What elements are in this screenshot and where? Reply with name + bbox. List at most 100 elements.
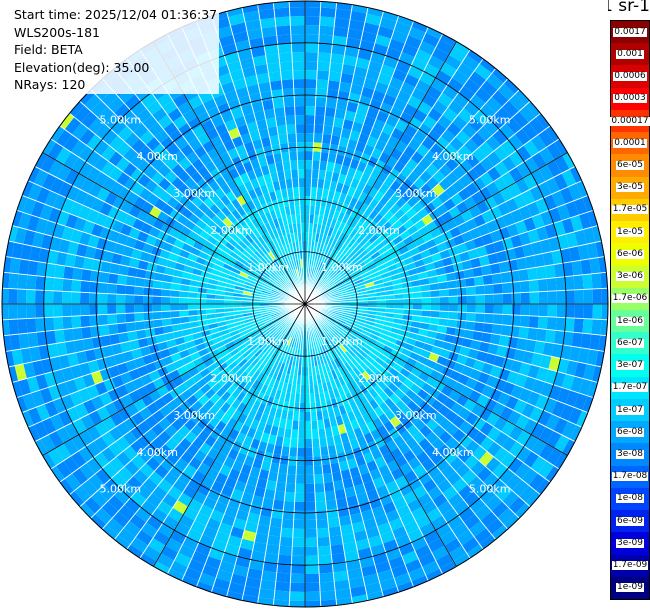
range-bin: [537, 278, 548, 292]
range-bin: [319, 288, 328, 295]
range-bin: [559, 403, 574, 422]
range-bin: [330, 544, 345, 555]
range-bin: [289, 151, 298, 161]
range-bin: [414, 377, 426, 389]
range-bin: [312, 151, 321, 161]
range-bin: [215, 308, 225, 314]
range-bin: [395, 358, 407, 368]
range-bin: [570, 215, 584, 232]
range-bin: [364, 320, 375, 327]
range-bin: [231, 267, 241, 275]
range-bin: [373, 190, 385, 203]
range-bin: [545, 264, 556, 279]
range-bin: [2, 335, 3, 354]
range-bin: [531, 152, 547, 169]
range-bin: [317, 327, 323, 337]
range-bin: [412, 309, 422, 317]
range-bin: [91, 395, 105, 411]
range-bin: [478, 341, 490, 353]
range-bin: [463, 78, 481, 95]
range-bin: [292, 70, 305, 80]
range-bin: [377, 353, 389, 363]
range-bin: [276, 352, 284, 362]
range-bin: [344, 236, 353, 246]
range-bin: [381, 376, 392, 387]
range-bin: [261, 313, 271, 318]
range-bin: [278, 464, 289, 475]
range-bin: [365, 526, 381, 539]
range-bin: [22, 392, 37, 411]
range-bin: [191, 195, 204, 208]
range-bin: [148, 253, 160, 265]
range-bin: [262, 316, 273, 323]
range-bin: [228, 237, 239, 248]
range-bin: [128, 227, 141, 240]
range-bin: [219, 250, 230, 259]
range-bin: [376, 299, 386, 304]
range-bin: [342, 119, 354, 131]
range-bin: [367, 220, 378, 231]
range-bin: [78, 161, 94, 178]
range-bin: [357, 373, 368, 385]
range-bin: [336, 345, 345, 355]
range-bin: [125, 321, 137, 333]
range-bin: [56, 426, 72, 444]
range-bin: [305, 214, 310, 224]
colorbar-tick-label: 6e-05: [616, 159, 644, 170]
range-bin: [389, 415, 402, 428]
range-bin: [271, 272, 280, 280]
range-bin: [505, 395, 519, 411]
range-bin: [395, 399, 407, 412]
range-bin: [91, 259, 103, 272]
range-bin: [285, 283, 293, 292]
range-bin: [523, 216, 537, 232]
range-bin: [56, 342, 68, 357]
range-bin: [326, 508, 339, 519]
range-bin: [259, 579, 276, 591]
range-bin: [120, 255, 132, 267]
range-bin: [538, 443, 555, 461]
range-bin: [210, 367, 222, 378]
range-bin: [469, 497, 486, 514]
range-bin: [347, 359, 356, 370]
range-bin: [206, 308, 216, 315]
range-bin: [426, 507, 443, 523]
range-bin: [293, 79, 305, 89]
range-bin: [467, 348, 479, 360]
range-bin: [0, 271, 1, 288]
range-bin: [239, 346, 250, 355]
range-bin: [391, 377, 403, 389]
range-bin: [390, 250, 402, 260]
range-bin: [362, 358, 372, 368]
range-bin: [112, 196, 126, 211]
range-bin: [360, 86, 375, 99]
range-bin: [383, 210, 395, 222]
range-bin: [228, 360, 239, 371]
range-bin: [292, 329, 297, 339]
range-bin: [340, 203, 349, 214]
range-bin: [417, 471, 432, 486]
range-bin: [8, 288, 18, 304]
range-bin: [86, 457, 103, 474]
range-bin: [311, 420, 319, 430]
range-bin: [164, 266, 175, 276]
range-bin: [357, 463, 370, 476]
range-bin: [99, 391, 113, 407]
range-bin: [305, 79, 317, 89]
range-bin: [484, 352, 497, 366]
range-bin: [356, 492, 369, 504]
range-bin: [217, 522, 233, 536]
range-bin: [481, 210, 495, 224]
range-bin: [309, 393, 316, 403]
range-bin: [370, 251, 381, 260]
range-bin: [246, 387, 256, 398]
range-bin: [489, 205, 503, 220]
range-bin: [55, 460, 73, 479]
range-bin: [224, 227, 235, 238]
range-bin: [301, 357, 305, 367]
range-bin: [521, 189, 536, 206]
range-bin: [358, 213, 369, 224]
range-bin: [35, 317, 46, 333]
range-bin: [152, 304, 162, 313]
range-bin: [346, 264, 356, 273]
